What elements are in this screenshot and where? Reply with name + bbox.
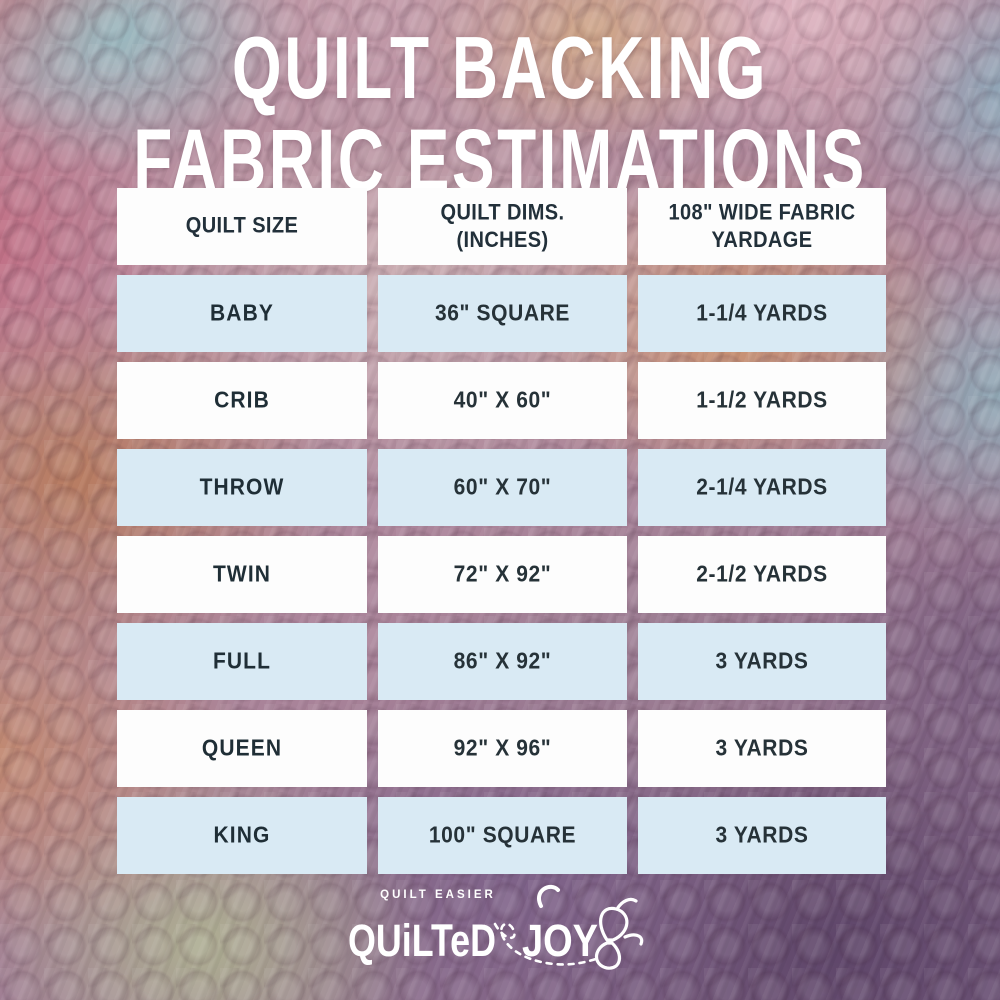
fabric-estimation-table: QUILT SIZE QUILT DIMS. (INCHES) 108" WID…	[117, 188, 886, 884]
cell-yardage: 3 YARDS	[638, 623, 886, 700]
cell-yardage: 3 YARDS	[638, 797, 886, 874]
logo-brand-word-joy: JOY	[522, 915, 598, 966]
butterfly-icon	[594, 897, 644, 970]
column-header-quilt-size: QUILT SIZE	[117, 188, 367, 265]
cell-size: THROW	[117, 449, 367, 526]
cell-size: KING	[117, 797, 367, 874]
column-header-yardage: 108" WIDE FABRIC YARDAGE	[638, 188, 886, 265]
cell-dims: 72" X 92"	[378, 536, 627, 613]
cell-yardage: 2-1/4 YARDS	[638, 449, 886, 526]
table-row-twin: TWIN 72" X 92" 2-1/2 YARDS	[117, 536, 886, 613]
table-row-king: KING 100" SQUARE 3 YARDS	[117, 797, 886, 874]
cell-dims: 40" X 60"	[378, 362, 627, 439]
j-swash	[537, 884, 560, 908]
cell-dims: 86" X 92"	[378, 623, 627, 700]
cell-size: TWIN	[117, 536, 367, 613]
table-row-baby: BABY 36" SQUARE 1-1/4 YARDS	[117, 275, 886, 352]
quilted-joy-logo: QUILT EASIER QUiLTeD JOY	[348, 884, 644, 970]
cell-size: QUEEN	[117, 710, 367, 787]
cell-dims: 100" SQUARE	[378, 797, 627, 874]
cell-size: BABY	[117, 275, 367, 352]
table-row-queen: QUEEN 92" X 96" 3 YARDS	[117, 710, 886, 787]
cell-yardage: 1-1/2 YARDS	[638, 362, 886, 439]
cell-dims: 60" X 70"	[378, 449, 627, 526]
cell-yardage: 3 YARDS	[638, 710, 886, 787]
cell-dims: 36" SQUARE	[378, 275, 627, 352]
logo-tagline: QUILT EASIER	[380, 889, 496, 901]
page-title: QUILT BACKING FABRIC ESTIMATIONS	[0, 21, 1000, 207]
table-row-throw: THROW 60" X 70" 2-1/4 YARDS	[117, 449, 886, 526]
cell-yardage: 2-1/2 YARDS	[638, 536, 886, 613]
logo-brand-word-quilted: QUiLTeD	[348, 915, 496, 966]
column-header-quilt-dims: QUILT DIMS. (INCHES)	[378, 188, 627, 265]
cell-yardage: 1-1/4 YARDS	[638, 275, 886, 352]
table-header-row: QUILT SIZE QUILT DIMS. (INCHES) 108" WID…	[117, 188, 886, 265]
title-line-1: QUILT BACKING	[231, 17, 769, 118]
cell-dims: 92" X 96"	[378, 710, 627, 787]
table-row-full: FULL 86" X 92" 3 YARDS	[117, 623, 886, 700]
cell-size: CRIB	[117, 362, 367, 439]
cell-size: FULL	[117, 623, 367, 700]
stitch-line	[493, 922, 598, 966]
table-row-crib: CRIB 40" X 60" 1-1/2 YARDS	[117, 362, 886, 439]
